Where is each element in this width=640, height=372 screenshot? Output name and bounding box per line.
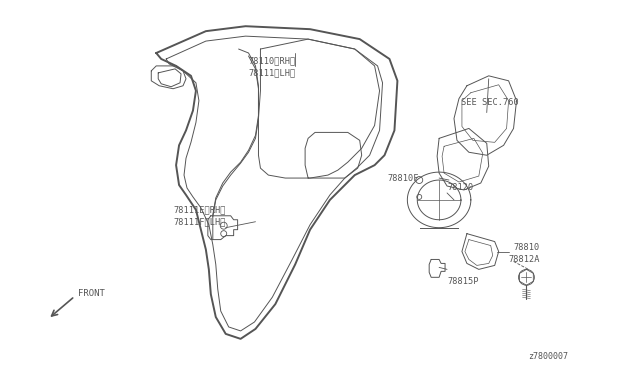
Text: z7800007: z7800007 <box>529 352 568 361</box>
Text: 78810: 78810 <box>513 243 540 252</box>
Text: 78815P: 78815P <box>447 277 479 286</box>
Text: SEE SEC.760: SEE SEC.760 <box>461 98 518 107</box>
Text: FRONT: FRONT <box>78 289 105 298</box>
Text: 78110〈RH〉: 78110〈RH〉 <box>248 57 296 65</box>
Text: 78111〈LH〉: 78111〈LH〉 <box>248 68 296 77</box>
Text: 78111F〈LH〉: 78111F〈LH〉 <box>173 217 226 226</box>
Text: 78810F: 78810F <box>387 174 419 183</box>
Text: 78111E〈RH〉: 78111E〈RH〉 <box>173 205 226 214</box>
Text: 78812A: 78812A <box>509 255 540 264</box>
Text: 78120: 78120 <box>447 183 474 192</box>
